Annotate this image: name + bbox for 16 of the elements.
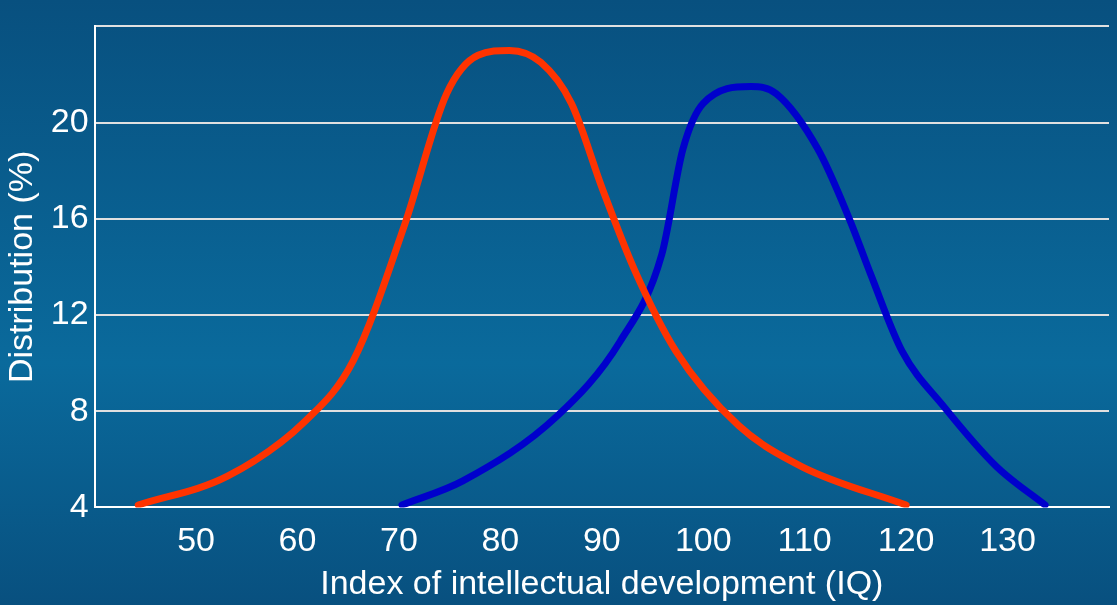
y-tick-label: 12 xyxy=(50,293,89,332)
y-tick-label: 16 xyxy=(50,197,89,236)
y-tick-label: 20 xyxy=(50,100,89,139)
x-tick-label: 50 xyxy=(177,520,215,559)
y-axis-title: Distribution (%) xyxy=(0,150,39,384)
x-tick-label: 80 xyxy=(481,520,520,559)
x-tick-label: 90 xyxy=(582,520,621,559)
x-tick-label: 110 xyxy=(777,520,832,559)
x-tick-label: 120 xyxy=(877,520,935,559)
x-axis-title: Index of intellectual development (IQ) xyxy=(320,562,884,601)
x-tick-label: 130 xyxy=(979,520,1036,559)
y-tick-label: 8 xyxy=(69,389,89,428)
x-tick-label: 100 xyxy=(674,520,732,559)
x-tick-label: 70 xyxy=(380,520,418,559)
x-tick-label: 60 xyxy=(278,520,317,559)
y-tick-label: 4 xyxy=(69,485,89,524)
